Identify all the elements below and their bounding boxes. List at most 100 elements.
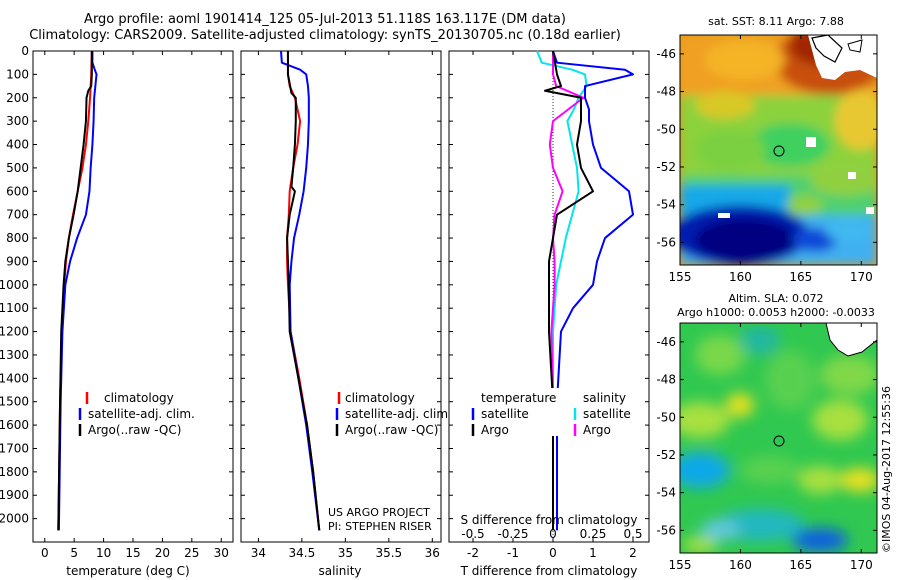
x-tick-label: 35.5: [375, 546, 402, 560]
salinity-panel: 34 34.5 35 35.5 36 salinity climatology sate…: [240, 50, 452, 578]
x-tick-label-salinity: -0.25: [497, 527, 528, 541]
map-x-tick-label: 165: [789, 558, 812, 572]
x-tick-label-salinity: -0.5: [461, 527, 484, 541]
series-line-temperature-argo: [544, 50, 594, 531]
imos-stamp: ©IMOS 04-Aug-2017 12:55:36: [880, 386, 893, 553]
difference-xlabel-top: S difference from climatology: [461, 513, 638, 527]
y-tick-label: 1500: [0, 395, 29, 409]
legend-label-climatology: climatology: [104, 391, 174, 405]
x-tick-label: 34: [251, 546, 266, 560]
y-tick-label: 1400: [0, 371, 29, 385]
project-label: US ARGO PROJECT: [328, 506, 430, 519]
legend-label-temperature-satellite: satellite: [481, 407, 529, 421]
map-y-tick-label: -52: [656, 160, 676, 174]
legend-label-satellite: satellite-adj. clim.: [345, 407, 452, 421]
series-line-salinity-argo: [548, 51, 585, 531]
map-y-tick-label: -54: [656, 486, 676, 500]
x-tick-label: 10: [96, 546, 111, 560]
x-tick-label-salinity: 0: [549, 527, 557, 541]
legend-label-climatology: climatology: [345, 391, 415, 405]
series-line-argo-raw-qc-: [57, 51, 93, 531]
temperature-panel: 0 5 10 15 20 25 300100200300400500600700800900…: [0, 44, 234, 578]
y-tick-label: 1600: [0, 418, 29, 432]
legend-header-temperature: temperature: [481, 391, 556, 405]
sst-title: sat. SST: 8.11 Argo: 7.88: [708, 15, 844, 28]
legend-label-salinity-satellite: satellite: [583, 407, 631, 421]
legend-label-argo: Argo(..raw -QC): [88, 423, 181, 437]
temperature-axes: 0 5 10 15 20 25 300100200300400500600700800900…: [0, 44, 233, 560]
temperature-legend: climatology satellite-adj. clim. Argo(..…: [78, 391, 195, 437]
map-x-tick-label: 165: [789, 270, 812, 284]
y-tick-label: 0: [21, 44, 29, 58]
x-tick-label: 1: [589, 546, 597, 560]
y-tick-label: 600: [6, 184, 29, 198]
sla-title: Altim. SLA: 0.072: [728, 292, 823, 305]
y-tick-label: 800: [6, 231, 29, 245]
map-x-tick-label: 155: [669, 270, 692, 284]
x-tick-label: 0: [41, 546, 49, 560]
legend-label-argo: Argo(..raw -QC): [345, 423, 438, 437]
y-tick-label: 400: [6, 138, 29, 152]
difference-legend: temperature salinity satellite Argo sate…: [470, 388, 631, 437]
map-y-tick-label: -54: [656, 198, 676, 212]
y-tick-label: 1200: [0, 325, 29, 339]
sst-field: [680, 35, 877, 265]
series-line-argo-raw-qc-: [286, 51, 321, 531]
x-tick-label: 30: [214, 546, 229, 560]
x-tick-label: 20: [155, 546, 170, 560]
sla-field: [680, 323, 877, 553]
temperature-lines: [57, 50, 98, 531]
series-line-satellite-adj-clim-: [57, 51, 98, 531]
map-y-tick-label: -48: [656, 373, 676, 387]
figure-title-line2: Climatology: CARS2009. Satellite-adjuste…: [29, 28, 621, 43]
series-line-salinity-satellite: [536, 50, 588, 531]
map-y-tick-label: -46: [656, 47, 676, 61]
legend-label-satellite: satellite-adj. clim.: [88, 407, 195, 421]
y-tick-label: 1900: [0, 488, 29, 502]
x-tick-label: 15: [125, 546, 140, 560]
figure-title-line1: Argo profile: aoml 1901414_125 05-Jul-20…: [84, 12, 566, 27]
x-tick-label-salinity: 0.25: [580, 527, 607, 541]
legend-header-salinity: salinity: [583, 391, 626, 405]
y-tick-label: 1000: [0, 278, 29, 292]
y-tick-label: 300: [6, 114, 29, 128]
map-y-tick-label: -48: [656, 85, 676, 99]
x-tick-label: -1: [507, 546, 519, 560]
legend-label-temperature-argo: Argo: [481, 423, 509, 437]
sla-map: 155 160 165 170 -46 -48 -50 -52 -54 -56 Altim. SL…: [656, 292, 878, 572]
y-tick-label: 500: [6, 161, 29, 175]
x-tick-label-salinity: 0.5: [623, 527, 642, 541]
sst-axes: 155 160 165 170 -46 -48 -50 -52 -54 -56: [656, 35, 877, 284]
y-tick-label: 1700: [0, 441, 29, 455]
salinity-legend: climatology satellite-adj. clim. Argo(..…: [335, 391, 452, 437]
map-y-tick-label: -52: [656, 448, 676, 462]
y-tick-label: 900: [6, 254, 29, 268]
x-tick-label: 5: [70, 546, 78, 560]
difference-lines: [536, 50, 634, 531]
y-tick-label: 1300: [0, 348, 29, 362]
difference-panel: -2 -1 0 1 2 -0.5 -0.25 0 0.25 0.5 temperature sal…: [448, 50, 650, 578]
temperature-xlabel: temperature (deg C): [66, 564, 189, 578]
difference-axes: -2 -1 0 1 2 -0.5 -0.25 0 0.25 0.5: [449, 50, 649, 560]
sla-subtitle: Argo h1000: 0.0053 h2000: -0.0033: [677, 306, 875, 319]
x-tick-label: 0: [549, 546, 557, 560]
salinity-xlabel: salinity: [318, 564, 361, 578]
legend-label-salinity-argo: Argo: [583, 423, 611, 437]
y-tick-label: 1100: [0, 301, 29, 315]
map-y-tick-label: -56: [656, 235, 676, 249]
y-tick-label: 200: [6, 91, 29, 105]
y-tick-label: 2000: [0, 512, 29, 526]
map-x-tick-label: 160: [729, 558, 752, 572]
salinity-axes: 34 34.5 35 35.5 36: [241, 50, 441, 560]
x-tick-label: -2: [467, 546, 479, 560]
salinity-lines: [280, 50, 321, 531]
difference-xlabel: T difference from climatology: [460, 564, 638, 578]
y-tick-label: 100: [6, 67, 29, 81]
y-tick-label: 700: [6, 208, 29, 222]
x-tick-label: 35: [338, 546, 353, 560]
sla-axes: 155 160 165 170 -46 -48 -50 -52 -54 -56: [656, 323, 877, 572]
map-x-tick-label: 155: [669, 558, 692, 572]
y-tick-label: 1800: [0, 465, 29, 479]
map-x-tick-label: 170: [850, 270, 873, 284]
